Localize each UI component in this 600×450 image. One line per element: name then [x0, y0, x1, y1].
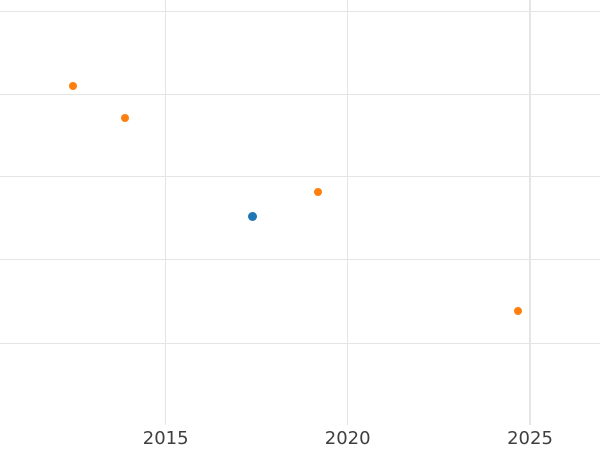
- horizontal-gridline: [0, 176, 600, 178]
- scatter-point-orange: [514, 307, 522, 315]
- x-axis-tick-label: 2015: [142, 428, 189, 449]
- x-axis-tick-label: 2025: [507, 428, 553, 449]
- vertical-gridline: [165, 0, 167, 425]
- vertical-gridline: [347, 0, 349, 425]
- horizontal-gridline: [0, 11, 600, 13]
- horizontal-gridline: [0, 258, 600, 260]
- horizontal-gridline: [0, 93, 600, 95]
- x-axis-tick-label: 2020: [324, 428, 371, 449]
- horizontal-gridline: [0, 342, 600, 344]
- vertical-gridline: [529, 0, 531, 425]
- scatter-point-orange: [120, 114, 129, 122]
- scatter-point-blue: [248, 212, 257, 221]
- scatter-point-orange: [68, 81, 77, 90]
- scatter-point-orange: [314, 188, 322, 197]
